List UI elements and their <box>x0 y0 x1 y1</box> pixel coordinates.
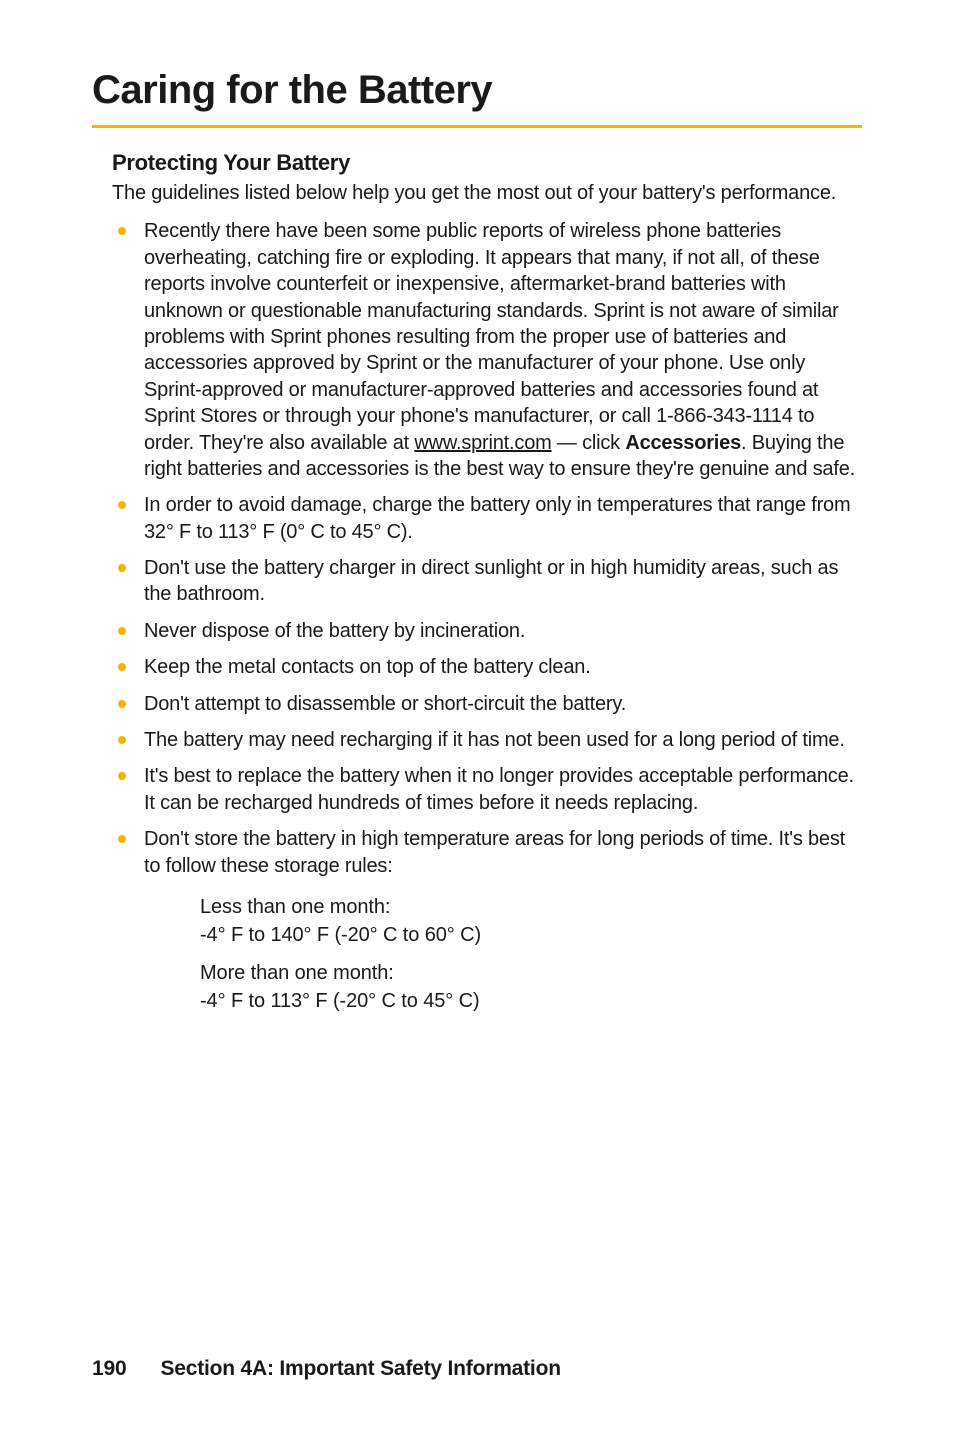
list-text: Never dispose of the battery by incinera… <box>144 620 525 642</box>
list-item: In order to avoid damage, charge the bat… <box>112 492 862 545</box>
storage-rules: Less than one month: -4° F to 140° F (-2… <box>200 893 862 1015</box>
storage-label: More than one month: <box>200 959 862 987</box>
list-text: — click <box>552 432 626 454</box>
storage-label: Less than one month: <box>200 893 862 921</box>
list-item: Never dispose of the battery by incinera… <box>112 618 862 644</box>
bullet-list: Recently there have been some public rep… <box>112 218 862 879</box>
list-item: Don't store the battery in high temperat… <box>112 826 862 879</box>
list-item: The battery may need recharging if it ha… <box>112 727 862 753</box>
list-text: Keep the metal contacts on top of the ba… <box>144 656 591 678</box>
list-text: In order to avoid damage, charge the bat… <box>144 494 850 542</box>
list-item: Recently there have been some public rep… <box>112 218 862 482</box>
list-text: Don't attempt to disassemble or short-ci… <box>144 693 626 715</box>
page-number: 190 <box>92 1357 126 1380</box>
page-title: Caring for the Battery <box>92 68 862 113</box>
storage-range: -4° F to 140° F (-20° C to 60° C) <box>200 921 862 949</box>
storage-range: -4° F to 113° F (-20° C to 45° C) <box>200 987 862 1015</box>
storage-group: More than one month: -4° F to 113° F (-2… <box>200 959 862 1015</box>
page-footer: 190 Section 4A: Important Safety Informat… <box>92 1357 561 1381</box>
title-rule <box>92 125 862 128</box>
list-item: Don't attempt to disassemble or short-ci… <box>112 691 862 717</box>
list-item: Don't use the battery charger in direct … <box>112 555 862 608</box>
list-item: Keep the metal contacts on top of the ba… <box>112 654 862 680</box>
link-text: www.sprint.com <box>414 432 551 454</box>
emphasis-text: Accessories <box>625 432 741 454</box>
list-text: It's best to replace the battery when it… <box>144 765 854 813</box>
list-text: Recently there have been some public rep… <box>144 220 839 453</box>
intro-paragraph: The guidelines listed below help you get… <box>112 180 862 206</box>
storage-group: Less than one month: -4° F to 140° F (-2… <box>200 893 862 949</box>
list-text: Don't store the battery in high temperat… <box>144 828 845 876</box>
list-item: It's best to replace the battery when it… <box>112 763 862 816</box>
list-text: The battery may need recharging if it ha… <box>144 729 845 751</box>
section-subheading: Protecting Your Battery <box>112 150 862 176</box>
section-label: Section 4A: Important Safety Information <box>160 1357 560 1380</box>
list-text: Don't use the battery charger in direct … <box>144 557 838 605</box>
